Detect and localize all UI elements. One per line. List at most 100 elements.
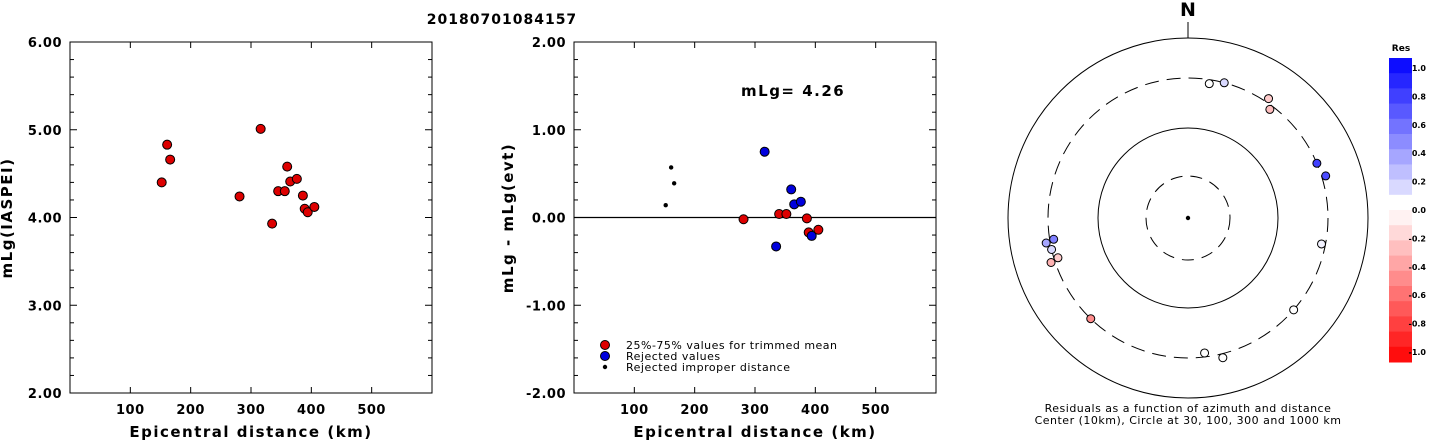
colorbar-cell (1389, 118, 1412, 135)
x-tick-label: 100 (620, 403, 649, 418)
colorbar-tick-label: 0.2 (1412, 178, 1426, 187)
x-tick-label: 200 (176, 403, 205, 418)
data-point (291, 173, 302, 184)
station-marker (1047, 244, 1057, 254)
x-tick-label: 300 (741, 403, 770, 418)
station-marker (1200, 348, 1210, 358)
residual-colorbar: Res 1.0 0.8 0.6 0.4 0.2 0.0 -0.2 -0.4 -0.6 -0.8 -1… (1389, 44, 1426, 363)
magnitude-plot: mLg(IASPEI) Epicentral distance (km) 100… (0, 36, 433, 441)
station-marker (1312, 158, 1322, 168)
colorbar-cell (1389, 301, 1412, 317)
data-point (162, 139, 173, 150)
colorbar-tick-label: -0.6 (1409, 291, 1427, 300)
station-marker (1053, 253, 1063, 263)
y-axis-label: mLg - mLg(evt) (499, 143, 517, 293)
x-tick-label: 500 (861, 403, 890, 418)
y-tick-label: 5.00 (28, 124, 62, 139)
colorbar-cell (1389, 286, 1412, 302)
station-marker (1041, 238, 1051, 248)
station-marker (1289, 305, 1299, 315)
y-tick-label: 4.00 (28, 212, 62, 227)
north-label: N (1180, 0, 1196, 21)
colorbar-tick-label: -1.0 (1409, 348, 1427, 357)
y-tick-label: 3.00 (28, 299, 62, 314)
legend-label: 25%-75% values for trimmed mean (626, 339, 838, 352)
data-point (806, 230, 817, 241)
improper-distance-point (668, 165, 674, 170)
colorbar-cell (1389, 179, 1412, 196)
mean-magnitude-annotation: mLg= 4.26 (741, 82, 845, 100)
colorbar-tick-label: -0.2 (1409, 234, 1427, 243)
colorbar-cell (1389, 134, 1412, 150)
colorbar-title: Res (1392, 44, 1410, 54)
data-point (781, 208, 792, 219)
x-tick-label: 100 (116, 403, 145, 418)
data-point (771, 241, 782, 252)
data-point (255, 123, 266, 134)
station-marker (1204, 79, 1214, 89)
data-point (759, 146, 770, 157)
station-marker (1219, 78, 1229, 88)
colorbar-cell (1389, 194, 1412, 211)
y-tick-label: -2.00 (526, 387, 566, 402)
colorbar-cell (1389, 210, 1412, 226)
y-tick-label: 0.00 (532, 212, 566, 227)
colorbar-cell (1389, 316, 1412, 333)
ring-30km (1145, 175, 1231, 261)
colorbar-tick-label: 0.6 (1412, 121, 1427, 130)
data-point (801, 213, 812, 224)
improper-distance-point (671, 181, 677, 186)
colorbar-cell (1389, 103, 1412, 120)
azimuth-residual-map: N Residuals as a function of azimuth and… (1007, 0, 1369, 427)
colorbar-cell (1389, 225, 1412, 241)
colorbar-tick-label: 0.4 (1412, 149, 1427, 158)
data-point (786, 184, 797, 195)
colorbar-cell (1389, 164, 1412, 181)
station-marker (1317, 239, 1327, 249)
residual-plot: mLg - mLg(evt) Epicentral distance (km) … (499, 36, 937, 441)
plot-frame (69, 41, 433, 394)
data-point (267, 218, 278, 229)
y-tick-label: -1.00 (526, 299, 566, 314)
y-axis-label: mLg(IASPEI) (0, 158, 16, 279)
data-point (302, 207, 313, 218)
improper-distance-point (663, 203, 668, 208)
data-point (234, 191, 245, 202)
x-axis-label: Epicentral distance (km) (129, 423, 372, 441)
data-point (297, 190, 308, 201)
colorbar-cell (1389, 88, 1412, 105)
colorbar-tick-label: 1.0 (1412, 64, 1427, 73)
polar-caption-line2: Center (10km), Circle at 30, 100, 300 an… (1035, 414, 1342, 427)
colorbar-cell (1389, 331, 1412, 348)
figure-title: 20180701084157 (427, 12, 577, 28)
colorbar-cell (1389, 73, 1412, 89)
y-tick-label: 6.00 (28, 36, 62, 51)
ring-1000km (1007, 37, 1369, 399)
data-point (738, 214, 749, 225)
legend-marker-trimmed-mean (600, 340, 610, 350)
colorbar-tick-label: -0.8 (1409, 320, 1427, 329)
station-marker (1265, 104, 1275, 114)
legend-marker-improper-distance (602, 364, 608, 370)
station-marker (1049, 234, 1059, 244)
data-point (795, 196, 806, 207)
ring-100km (1097, 127, 1279, 309)
legend: 25%-75% values for trimmed mean Rejected… (600, 339, 838, 374)
x-tick-label: 400 (297, 403, 326, 418)
y-tick-label: 2.00 (28, 387, 62, 402)
data-point (282, 161, 293, 172)
x-tick-label: 500 (357, 403, 386, 418)
legend-label: Rejected improper distance (626, 361, 791, 374)
x-tick-label: 400 (801, 403, 830, 418)
colorbar-tick-label: 0.0 (1412, 206, 1427, 215)
colorbar-tick-label: 0.8 (1412, 92, 1427, 101)
station-marker (1046, 257, 1056, 267)
data-point (165, 154, 176, 165)
x-axis-label: Epicentral distance (km) (633, 423, 876, 441)
station-marker (1321, 171, 1331, 181)
data-point (156, 177, 167, 188)
y-tick-label: 2.00 (532, 36, 566, 51)
colorbar-cell (1389, 270, 1412, 287)
colorbar-cell (1389, 149, 1412, 165)
